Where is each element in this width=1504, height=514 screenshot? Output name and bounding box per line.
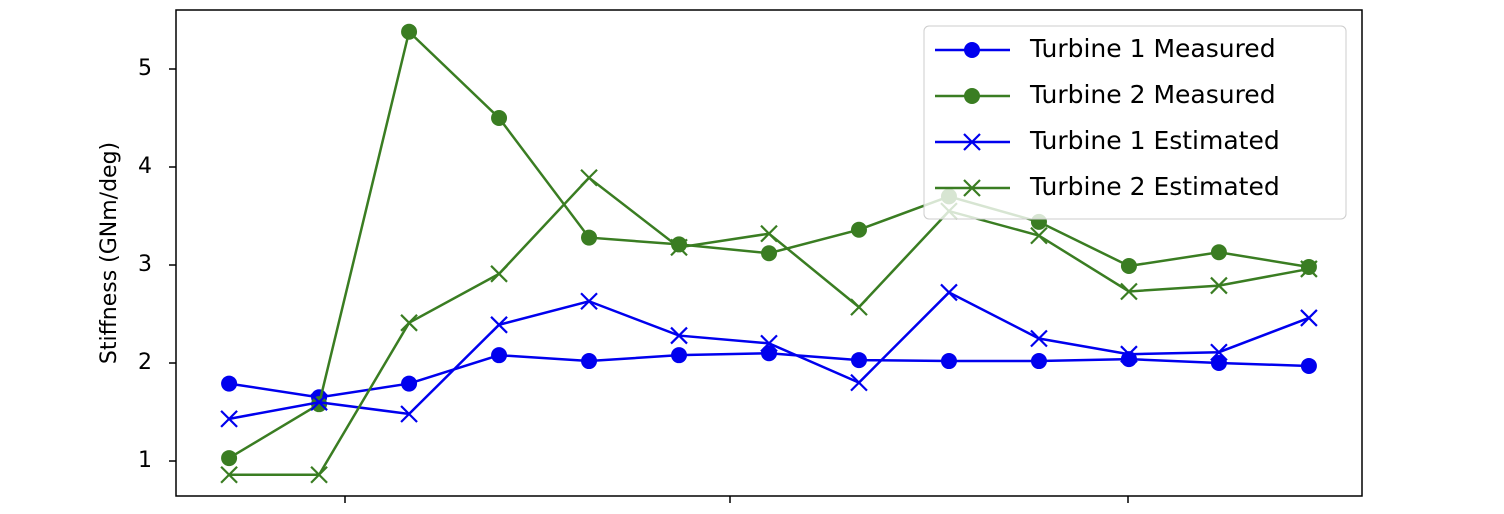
point	[310, 465, 328, 484]
point	[1210, 276, 1228, 295]
point	[761, 245, 777, 262]
point	[850, 298, 868, 316]
point	[221, 375, 238, 392]
x-ticks	[344, 496, 1129, 503]
point	[310, 393, 328, 411]
point	[670, 238, 688, 257]
point	[760, 224, 778, 243]
point	[221, 450, 238, 467]
y-tick-label: 2	[138, 350, 152, 375]
y-tick-label: 1	[138, 448, 152, 473]
point	[490, 316, 508, 334]
point	[850, 352, 867, 369]
point	[1210, 244, 1227, 261]
point	[581, 229, 598, 246]
point	[850, 373, 868, 392]
point	[761, 345, 777, 362]
legend-marker	[963, 179, 981, 197]
series-line	[229, 176, 1310, 476]
point	[850, 221, 867, 238]
point	[400, 405, 418, 423]
point	[1210, 355, 1227, 372]
point	[1030, 329, 1048, 348]
legend-marker	[963, 133, 981, 151]
point	[1300, 309, 1318, 327]
y-axis-label: Stiffness (GNm/deg)	[97, 142, 122, 364]
point	[760, 334, 778, 353]
legend-box	[923, 25, 1347, 220]
point	[1120, 257, 1137, 274]
point	[220, 465, 238, 484]
y-tick-label: 5	[138, 56, 152, 81]
point	[580, 292, 598, 311]
point	[1120, 345, 1138, 363]
point	[1300, 357, 1317, 374]
point	[581, 353, 598, 370]
point	[940, 283, 958, 302]
legend-label: Turbine 2 Measured	[1029, 80, 1276, 109]
point	[1030, 353, 1047, 370]
point	[580, 169, 598, 187]
legend-label: Turbine 1 Estimated	[1029, 126, 1280, 155]
legend-label: Turbine 2 Estimated	[1029, 172, 1280, 201]
point	[400, 314, 418, 332]
y-tick-label: 3	[138, 252, 152, 277]
point	[220, 410, 238, 428]
legend-label: Turbine 1 Measured	[1029, 34, 1276, 63]
legend-marker	[964, 42, 980, 58]
point	[940, 353, 957, 370]
point	[311, 396, 328, 413]
point	[670, 326, 688, 345]
point	[671, 236, 688, 253]
plot-frame	[175, 9, 1363, 497]
point	[491, 347, 508, 364]
point	[1030, 226, 1048, 245]
legend-marker	[964, 88, 980, 104]
y-tick-label: 4	[138, 154, 152, 179]
point	[491, 110, 508, 126]
point	[1120, 282, 1138, 301]
point	[1300, 260, 1318, 278]
point	[671, 347, 688, 364]
point	[1300, 258, 1317, 275]
point	[490, 265, 508, 283]
point	[401, 375, 418, 392]
point	[1210, 343, 1228, 362]
point	[401, 23, 418, 40]
